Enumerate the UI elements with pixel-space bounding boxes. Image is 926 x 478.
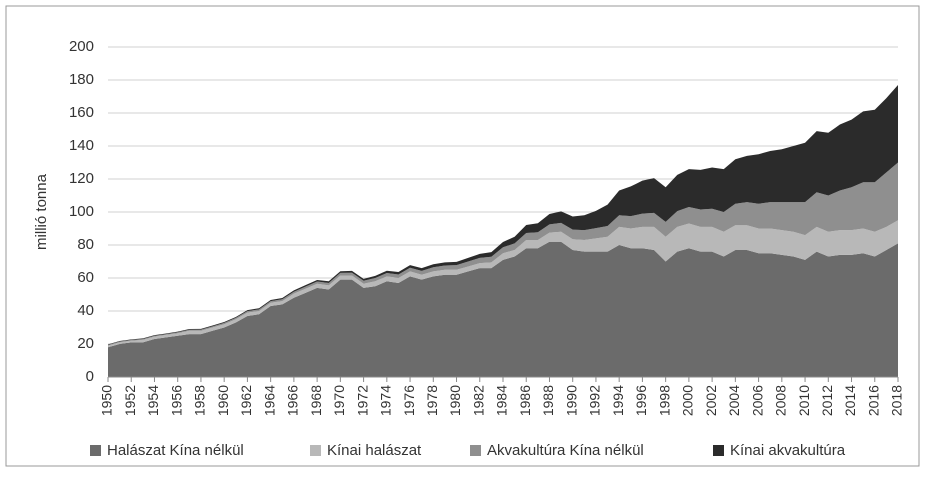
x-tick-label: 1998 <box>656 385 672 416</box>
x-tick-label: 1952 <box>122 385 138 416</box>
x-tick-label: 2000 <box>680 385 696 416</box>
y-tick-label: 140 <box>69 137 94 154</box>
y-tick-label: 40 <box>77 302 94 319</box>
x-tick-label: 1994 <box>610 385 626 416</box>
x-tick-label: 1978 <box>424 385 440 416</box>
y-tick-label: 200 <box>69 38 94 55</box>
chart-frame <box>5 5 920 467</box>
x-tick-label: 1972 <box>354 385 370 416</box>
x-tick-label: 1958 <box>192 385 208 416</box>
legend-swatch <box>470 445 481 456</box>
x-tick-label: 1966 <box>285 385 301 416</box>
x-tick-label: 2010 <box>796 385 812 416</box>
x-tick-label: 1990 <box>563 385 579 416</box>
legend-label: Halászat Kína nélkül <box>107 442 244 459</box>
x-tick-label: 2018 <box>889 385 905 416</box>
x-tick-label: 1984 <box>494 385 510 416</box>
x-tick-label: 1962 <box>238 385 254 416</box>
x-tick-label: 1976 <box>401 385 417 416</box>
y-tick-label: 20 <box>77 335 94 352</box>
x-tick-label: 1950 <box>99 385 115 416</box>
legend-label: Kínai akvakultúra <box>730 442 846 459</box>
y-tick-label: 120 <box>69 170 94 187</box>
y-tick-label: 80 <box>77 236 94 253</box>
y-axis-label: millió tonna <box>33 173 50 250</box>
x-tick-label: 2002 <box>703 385 719 416</box>
y-tick-label: 100 <box>69 203 94 220</box>
x-tick-label: 1964 <box>261 385 277 416</box>
x-tick-label: 1956 <box>168 385 184 416</box>
x-tick-label: 2014 <box>842 385 858 416</box>
legend-label: Kínai halászat <box>327 442 422 459</box>
x-tick-label: 1992 <box>587 385 603 416</box>
legend-label: Akvakultúra Kína nélkül <box>487 442 644 459</box>
x-tick-label: 1954 <box>145 385 161 416</box>
x-tick-label: 1980 <box>447 385 463 416</box>
legend-swatch <box>310 445 321 456</box>
x-tick-label: 1970 <box>331 385 347 416</box>
x-tick-label: 2008 <box>773 385 789 416</box>
area <box>108 241 898 377</box>
legend-swatch <box>90 445 101 456</box>
x-tick-label: 2012 <box>819 385 835 416</box>
x-tick-label: 2006 <box>749 385 765 416</box>
area <box>108 220 898 348</box>
y-tick-label: 60 <box>77 269 94 286</box>
x-tick-label: 2016 <box>865 385 881 416</box>
x-tick-label: 1996 <box>633 385 649 416</box>
x-tick-label: 1988 <box>540 385 556 416</box>
legend-swatch <box>713 445 724 456</box>
y-tick-label: 0 <box>86 368 94 385</box>
x-tick-label: 1968 <box>308 385 324 416</box>
x-tick-label: 1982 <box>470 385 486 416</box>
x-tick-label: 1974 <box>378 385 394 416</box>
x-tick-label: 1960 <box>215 385 231 416</box>
y-tick-label: 160 <box>69 104 94 121</box>
x-tick-label: 2004 <box>726 385 742 416</box>
y-tick-label: 180 <box>69 71 94 88</box>
x-tick-label: 1986 <box>517 385 533 416</box>
